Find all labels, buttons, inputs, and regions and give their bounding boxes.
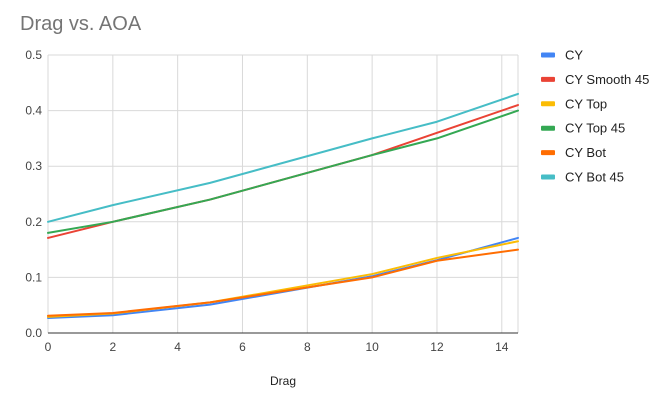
legend-swatch-cy-bot bbox=[541, 150, 555, 156]
series-line-cy-top-45 bbox=[47, 109, 519, 234]
chart-title: Drag vs. AOA bbox=[20, 13, 142, 35]
x-axis-title: Drag bbox=[270, 374, 296, 388]
series-line-cy bbox=[47, 236, 519, 319]
legend-swatch-cy-top-45 bbox=[541, 125, 555, 131]
legend-label-cy-top-45: CY Top 45 bbox=[565, 121, 625, 136]
y-tick-label: 0.2 bbox=[25, 215, 42, 229]
x-tick-label: 2 bbox=[109, 340, 116, 354]
tick-labels: 0.0 0.1 0.2 0.3 0.4 0.5 0 2 4 6 8 10 12 14 bbox=[25, 48, 508, 354]
y-tick-label: 0.3 bbox=[25, 159, 42, 173]
y-tick-label: 0.4 bbox=[25, 104, 42, 118]
series-line-cy-bot bbox=[47, 248, 519, 317]
series-line-cy-smooth-45 bbox=[47, 104, 519, 239]
x-tick-label: 4 bbox=[174, 340, 181, 354]
x-tick-label: 8 bbox=[304, 340, 311, 354]
legend-swatch-cy bbox=[541, 52, 555, 58]
gridlines bbox=[47, 54, 519, 333]
x-tick-label: 6 bbox=[239, 340, 246, 354]
x-tick-label: 14 bbox=[495, 340, 509, 354]
legend-swatch-cy-bot-45 bbox=[541, 174, 555, 180]
legend-swatch-cy-smooth-45 bbox=[541, 76, 555, 82]
legend-swatch-cy-top bbox=[541, 101, 555, 107]
x-tick-label: 12 bbox=[430, 340, 444, 354]
series-lines bbox=[47, 92, 519, 319]
legend-label-cy-bot: CY Bot bbox=[565, 145, 606, 160]
legend-label-cy-top: CY Top bbox=[565, 96, 607, 111]
legend-label-cy-bot-45: CY Bot 45 bbox=[565, 170, 624, 185]
y-tick-label: 0.5 bbox=[25, 48, 42, 62]
x-tick-label: 10 bbox=[365, 340, 379, 354]
legend-label-cy-smooth-45: CY Smooth 45 bbox=[565, 72, 649, 87]
y-tick-label: 0.1 bbox=[25, 270, 42, 284]
legend-label-cy: CY bbox=[565, 48, 583, 63]
series-line-cy-bot-45 bbox=[47, 92, 519, 223]
series-line-cy-top bbox=[47, 240, 519, 318]
x-tick-label: 0 bbox=[45, 340, 52, 354]
legend: CY CY Smooth 45 CY Top CY Top 45 CY Bot CY Bo… bbox=[541, 48, 649, 185]
y-tick-label: 0.0 bbox=[25, 326, 42, 340]
